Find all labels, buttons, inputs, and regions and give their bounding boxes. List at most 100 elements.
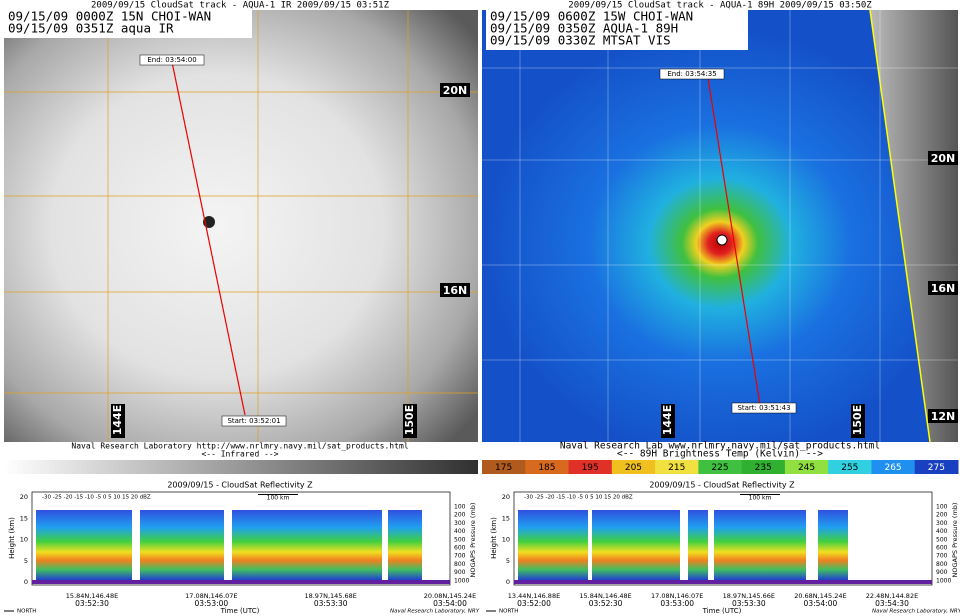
x-tick-time: 03:53:30 bbox=[314, 599, 348, 608]
p-tick-label: 500 bbox=[454, 536, 466, 543]
start-label: Start: 03:51:43 bbox=[737, 404, 790, 412]
y-tick-label: 5 bbox=[506, 557, 510, 565]
start-label-box bbox=[731, 402, 797, 414]
info-line: 09/15/09 0600Z 15W CHOI-WAN bbox=[490, 9, 693, 24]
info-line: 09/15/09 0351Z aqua IR bbox=[8, 21, 174, 36]
lat-box bbox=[440, 283, 470, 297]
y-axis-label: Height (km) bbox=[490, 517, 498, 559]
panel-title: 2009/09/15 CloudSat track - AQUA-1 89H 2… bbox=[568, 1, 872, 11]
x-tick-position: 18.97N,145.66E bbox=[723, 592, 775, 600]
colorbar-segment bbox=[871, 460, 916, 474]
y-tick-label: 15 bbox=[20, 514, 28, 522]
colorbar-segment bbox=[784, 460, 829, 474]
x-tick-position: 13.44N,146.88E bbox=[508, 592, 560, 600]
colorbar-label: 235 bbox=[755, 463, 772, 473]
x-tick-position: 17.08N,146.07E bbox=[185, 592, 237, 600]
p-tick-label: 600 bbox=[936, 545, 948, 552]
lon-box bbox=[403, 404, 417, 438]
p-tick-label: 400 bbox=[454, 528, 466, 535]
dbz-scale: -30 -25 -20 -15 -10 -5 0 5 10 15 20 dBZ bbox=[42, 495, 151, 501]
lon-box bbox=[111, 404, 125, 438]
lon-box bbox=[661, 404, 675, 438]
info-line: 09/15/09 0000Z 15N CHOI-WAN bbox=[8, 9, 211, 24]
p-tick-label: 800 bbox=[936, 561, 948, 568]
p-tick-label: 500 bbox=[936, 536, 948, 543]
lat-box bbox=[928, 151, 958, 165]
p-axis-label: NOGAPS Pressure (mb) bbox=[469, 503, 477, 578]
p-tick-label: 900 bbox=[454, 569, 466, 576]
y-tick-label: 20 bbox=[20, 493, 28, 501]
cloudsat-track bbox=[707, 77, 761, 406]
p-tick-label: 600 bbox=[454, 545, 466, 552]
x-tick-position: 22.48N,144.82E bbox=[866, 592, 918, 600]
y-tick-label: 15 bbox=[502, 514, 510, 522]
info-line: 09/15/09 0350Z AQUA-1 89H bbox=[490, 21, 678, 36]
credit: Naval Research Laboratory, NRY bbox=[872, 609, 960, 615]
x-tick-position: 17.08N,146.07E bbox=[651, 592, 703, 600]
x-tick-time: 03:53:00 bbox=[660, 599, 694, 608]
reflectivity bbox=[688, 510, 708, 580]
colorbar-label: 275 bbox=[928, 463, 945, 473]
lon-label: 144E bbox=[111, 405, 124, 435]
panel-title: 2009/09/15 CloudSat track - AQUA-1 IR 20… bbox=[91, 1, 390, 11]
colorbar-label: 255 bbox=[841, 463, 858, 473]
colorbar-segment bbox=[698, 460, 743, 474]
reflectivity bbox=[592, 510, 680, 580]
x-tick-time: 03:53:00 bbox=[194, 599, 228, 608]
colorbar-segment bbox=[914, 460, 959, 474]
p-tick-label: 300 bbox=[936, 520, 948, 527]
dbz-scale: -30 -25 -20 -15 -10 -5 0 5 10 15 20 dBZ bbox=[524, 495, 633, 501]
p-axis-label: NOGAPS Pressure (mb) bbox=[951, 503, 959, 578]
p-tick-label: 700 bbox=[936, 553, 948, 560]
colorbar-segment bbox=[741, 460, 786, 474]
footer-line: Naval Research Laboratory http://www.nrl… bbox=[71, 442, 408, 451]
x-tick-time: 03:54:00 bbox=[433, 599, 467, 608]
x-tick-time: 03:54:30 bbox=[875, 599, 909, 608]
start-label: Start: 03:52:01 bbox=[227, 417, 280, 425]
lat-box bbox=[928, 409, 958, 423]
y-tick-label: 0 bbox=[506, 578, 510, 586]
p-tick-label: 1000 bbox=[454, 577, 469, 584]
lat-label: 16N bbox=[443, 284, 468, 297]
surface bbox=[32, 580, 450, 584]
scale-bar bbox=[258, 494, 298, 495]
storm-eye bbox=[716, 234, 728, 246]
p-tick-label: 700 bbox=[454, 553, 466, 560]
scale-bar-label: 100 km bbox=[749, 495, 772, 502]
lon-label: 144E bbox=[661, 405, 674, 435]
lon-label: 150E bbox=[851, 405, 864, 435]
colorbar-segment bbox=[525, 460, 570, 474]
colorbar-label: 265 bbox=[884, 463, 901, 473]
colorbar-label: 195 bbox=[582, 463, 599, 473]
x-axis-label: Time (UTC) bbox=[220, 607, 260, 615]
p-tick-label: 1000 bbox=[936, 577, 951, 584]
x-tick-position: 20.08N,145.24E bbox=[424, 592, 476, 600]
colorbar-label: 185 bbox=[538, 463, 555, 473]
footer-line: <-- 89H Brightness Temp (Kelvin) --> bbox=[617, 449, 823, 460]
end-label-box bbox=[659, 68, 725, 80]
reflectivity bbox=[818, 510, 848, 580]
p-tick-label: 400 bbox=[936, 528, 948, 535]
y-tick-label: 5 bbox=[24, 557, 28, 565]
north-label: NORTH bbox=[17, 609, 36, 615]
y-tick-label: 0 bbox=[24, 578, 28, 586]
credit: Naval Research Laboratory, NRY bbox=[390, 609, 480, 615]
y-axis-label: Height (km) bbox=[8, 517, 16, 559]
end-label: End: 03:54:35 bbox=[667, 70, 716, 78]
colorbar-label: 175 bbox=[495, 463, 512, 473]
colorbar-segment bbox=[655, 460, 699, 474]
p-tick-label: 200 bbox=[454, 512, 466, 519]
visible-image bbox=[870, 10, 958, 442]
x-tick-time: 03:54:00 bbox=[804, 599, 838, 608]
info-box bbox=[486, 10, 748, 50]
colorbar-label: 205 bbox=[625, 463, 642, 473]
lat-label: 12N bbox=[931, 410, 956, 423]
colorbar-label: 215 bbox=[668, 463, 685, 473]
lat-label: 20N bbox=[931, 152, 956, 165]
microwave-image bbox=[482, 10, 958, 442]
footer-line: Naval Research Lab www.nrlmry.navy.mil/s… bbox=[560, 441, 880, 452]
footer-line: <-- Infrared --> bbox=[201, 450, 278, 459]
surface bbox=[514, 580, 932, 584]
x-tick-position: 18.97N,145.68E bbox=[304, 592, 356, 600]
